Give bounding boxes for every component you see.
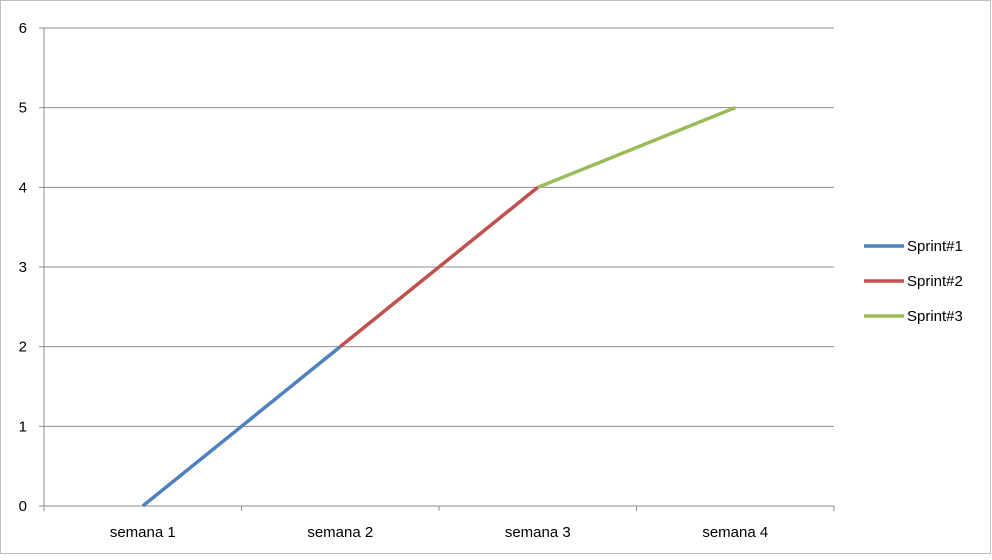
- series-line-2: [339, 185, 539, 349]
- y-axis-ticks: 0 1 2 3 4 5 6: [19, 20, 44, 515]
- series-line-3: [537, 106, 736, 189]
- legend-label-1: Sprint#1: [907, 238, 963, 255]
- series-line-1: [141, 345, 342, 508]
- x-tick-label-3: semana 3: [505, 524, 571, 541]
- x-tick-label-1: semana 1: [110, 524, 176, 541]
- y-tick-label-6: 6: [19, 20, 27, 37]
- gridlines: [44, 27, 834, 427]
- y-tick-label-3: 3: [19, 259, 27, 276]
- y-tick-label-5: 5: [19, 100, 27, 117]
- x-tick-label-2: semana 2: [307, 524, 373, 541]
- y-tick-label-1: 1: [19, 418, 27, 435]
- series-lines: [141, 106, 736, 508]
- legend-label-2: Sprint#2: [907, 273, 963, 290]
- legend-label-3: Sprint#3: [907, 308, 963, 325]
- y-tick-label-4: 4: [19, 179, 27, 196]
- legend: Sprint#1 Sprint#2 Sprint#3: [864, 238, 963, 325]
- x-axis-ticks: semana 1 semana 2 semana 3 semana 4: [43, 506, 835, 541]
- y-tick-label-0: 0: [19, 498, 27, 515]
- y-tick-label-2: 2: [19, 339, 27, 356]
- x-tick-label-4: semana 4: [702, 524, 768, 541]
